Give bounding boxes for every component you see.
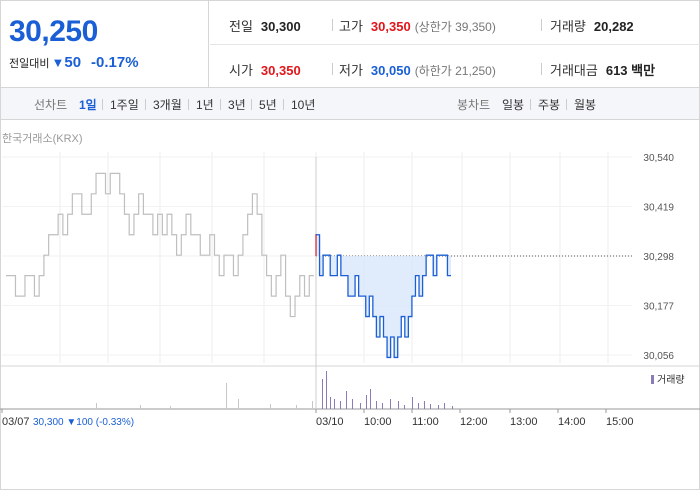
volume-bar [238, 399, 239, 409]
diff-label: 전일대비 [9, 58, 50, 70]
volume-bar [322, 379, 323, 409]
volume-bar [296, 405, 297, 409]
volume-bar [312, 401, 313, 409]
volume-bar [452, 406, 453, 409]
current-price-box: 30,250 전일대비 ▼50 -0.17% [1, 1, 209, 87]
period-1w[interactable]: 1주일 [110, 98, 139, 112]
diff-percent: -0.17% [91, 54, 139, 71]
x-tick-label: 15:00 [606, 416, 634, 428]
volume-bar [382, 403, 383, 409]
volume-bar [366, 395, 367, 409]
volume-bar [140, 405, 141, 409]
volume-bar [96, 403, 97, 409]
volume-bar [346, 391, 347, 409]
line-chart-label: 선차트 [34, 98, 68, 112]
period-3m[interactable]: 3개월 [153, 98, 182, 112]
volume-bar [424, 401, 425, 409]
period-1y[interactable]: 1년 [196, 98, 214, 112]
period-1d[interactable]: 1일 [79, 98, 97, 112]
period-3y[interactable]: 3년 [228, 98, 246, 112]
volume-bar [340, 401, 341, 409]
volume-bar [170, 406, 171, 409]
prev-day-pct: (-0.33%) [96, 417, 134, 428]
prev-day-change: 100 [76, 417, 95, 428]
chart-source: 한국거래소(KRX) [2, 133, 83, 145]
volume-swatch [651, 375, 654, 384]
x-tick-label: 10:00 [364, 416, 392, 428]
volume-bar [444, 403, 445, 409]
prev-day-info: 30,300 ▼100 (-0.33%) [33, 417, 134, 428]
price-diff: 전일대비 ▼50 -0.17% [9, 54, 139, 71]
volume-bar [334, 399, 335, 409]
y-tick-label: 30,540 [643, 153, 674, 164]
high-price: 고가 30,350 (상한가 39,350) [339, 19, 496, 34]
volume-bar [418, 403, 419, 409]
y-tick-label: 30,056 [643, 351, 674, 362]
volume-bar [352, 399, 353, 409]
volume-bar [398, 401, 399, 409]
volume-bar [390, 399, 391, 409]
prev-day-close: 30,300 [33, 417, 66, 428]
volume-bar [226, 383, 227, 409]
x-tick-label: 13:00 [510, 416, 538, 428]
down-arrow-icon: ▼ [51, 55, 65, 70]
candle-weekly[interactable]: 주봉 [538, 98, 561, 112]
volume-bar [430, 404, 431, 409]
today-line [316, 234, 451, 359]
y-tick-label: 30,177 [643, 302, 674, 313]
x-tick-label: 11:00 [412, 416, 439, 428]
candle-daily[interactable]: 일봉 [502, 98, 525, 112]
period-10y[interactable]: 10년 [291, 98, 316, 112]
low-price: 저가 30,050 (하한가 21,250) [339, 63, 496, 78]
volume-bar [438, 405, 439, 409]
volume-bar [412, 397, 413, 409]
volume-bar [360, 403, 361, 409]
x-tick-label: 12:00 [460, 416, 488, 428]
today-area [316, 234, 451, 358]
volume-bar [404, 405, 405, 409]
volume-bar [270, 404, 271, 409]
trade-amount: 거래대금 613 백만 [550, 63, 656, 78]
prev-day-line [6, 172, 314, 318]
candle-monthly[interactable]: 월봉 [574, 98, 597, 112]
period-5y[interactable]: 5년 [259, 98, 277, 112]
prev-day-arrow: ▼ [66, 417, 76, 428]
prev-close: 전일 30,300 [229, 19, 301, 34]
volume-legend: 거래량 [651, 371, 685, 386]
volume-bar [376, 401, 377, 409]
volume: 거래량 20,282 [550, 19, 634, 34]
price-summary: 30,250 전일대비 ▼50 -0.17% 전일 30,300 고가 30,350 (상… [0, 0, 700, 88]
current-price: 30,250 [9, 15, 98, 48]
volume-bar [330, 397, 331, 409]
diff-amount: 50 [64, 54, 82, 71]
y-tick-label: 30,298 [643, 252, 674, 263]
volume-bar [370, 389, 371, 409]
period-bar: 선차트 1일 1주일 3개월 1년 3년 5년 10년 봉차트 일봉 주봉 월봉 [0, 88, 700, 120]
open-price: 시가 30,350 [229, 63, 301, 78]
y-tick-label: 30,419 [643, 203, 674, 214]
x-tick-label: 03/07 [2, 416, 30, 428]
x-tick-label: 03/10 [316, 416, 344, 428]
x-tick-label: 14:00 [558, 416, 586, 428]
candle-chart-label: 봉차트 [457, 98, 491, 112]
volume-bar [326, 371, 327, 409]
